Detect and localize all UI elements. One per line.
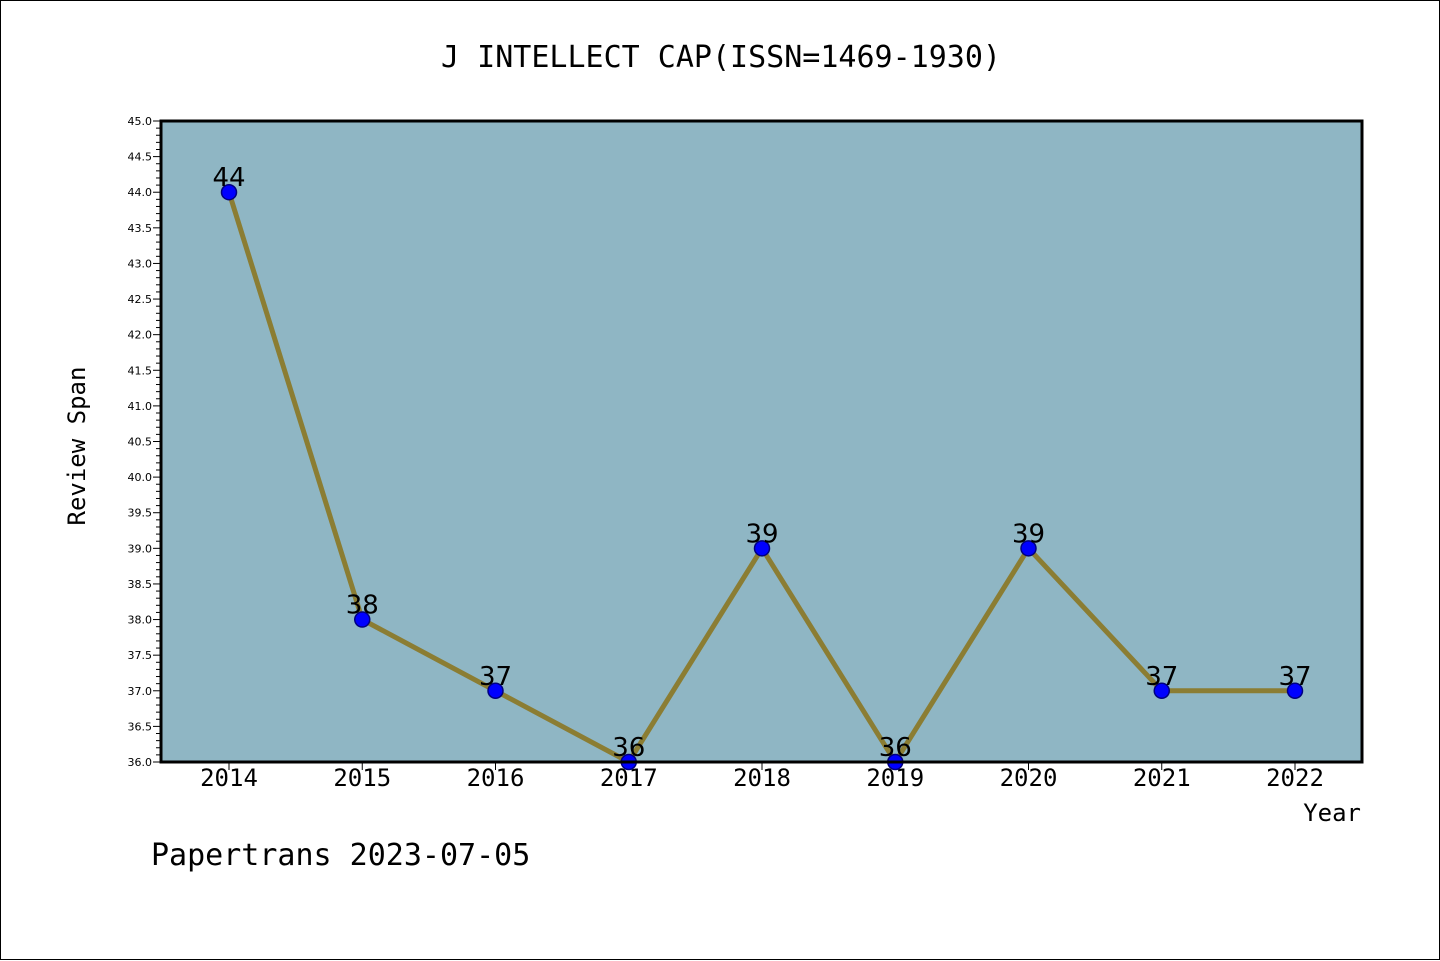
footer-date-note: Papertrans 2023-07-05 <box>151 838 530 873</box>
y-tick-label: 41.0 <box>128 400 153 413</box>
data-point-label: 37 <box>1145 662 1178 692</box>
plot-frame <box>159 119 1364 764</box>
data-points <box>220 183 1304 771</box>
data-point-marker <box>354 611 371 628</box>
data-point-label: 37 <box>1278 662 1311 692</box>
x-tick-label: 2015 <box>333 764 391 792</box>
y-tick-label: 40.5 <box>128 436 153 449</box>
y-tick-label: 36.0 <box>128 756 153 769</box>
data-point-label: 36 <box>612 733 645 763</box>
x-tick-label: 2014 <box>200 764 258 792</box>
data-point-marker <box>1020 540 1037 557</box>
data-point-label: 39 <box>1012 519 1045 549</box>
y-tick-label: 42.0 <box>128 329 153 342</box>
y-tick-label: 44.5 <box>128 151 153 164</box>
y-tick-label: 37.0 <box>128 685 153 698</box>
y-tick-label: 43.0 <box>128 257 153 270</box>
chart-title: J INTELLECT CAP(ISSN=1469-1930) <box>441 40 1001 75</box>
y-tick-label: 39.5 <box>128 507 153 520</box>
y-tick-label: 38.5 <box>128 578 153 591</box>
y-tick-label: 41.5 <box>128 364 153 377</box>
data-labels: 44 38 37 36 39 36 39 37 37 <box>212 163 1311 763</box>
data-point-marker <box>487 682 504 700</box>
x-tick-label: 2022 <box>1266 764 1324 792</box>
y-tick-label: 45.0 <box>128 115 153 128</box>
data-point-label: 39 <box>745 519 778 549</box>
data-point-label: 44 <box>212 163 245 193</box>
data-point-marker <box>1153 682 1170 700</box>
y-tick-label: 42.5 <box>128 293 153 306</box>
x-tick-label: 2018 <box>733 764 791 792</box>
plot-area <box>161 121 1362 762</box>
data-point-label: 37 <box>479 662 512 692</box>
x-axis-label: Year <box>1303 799 1361 827</box>
y-tick-label: 40.0 <box>128 471 153 484</box>
y-tick-label: 43.5 <box>128 222 153 235</box>
x-tick-label: 2016 <box>467 764 525 792</box>
y-tick-label: 44.0 <box>128 186 153 199</box>
x-axis: 2014 2015 2016 2017 2018 2019 2020 2021 2022 <box>200 762 1324 792</box>
data-point-label: 36 <box>879 733 912 763</box>
x-tick-label: 2021 <box>1133 764 1191 792</box>
y-tick-label: 38.0 <box>128 614 153 627</box>
data-point-marker <box>753 540 771 557</box>
data-point-marker <box>220 183 238 201</box>
y-tick-label: 37.5 <box>128 649 153 662</box>
data-point-marker <box>1286 682 1304 700</box>
data-point-label: 38 <box>346 591 379 621</box>
x-tick-label: 2020 <box>1000 764 1058 792</box>
y-tick-label: 36.5 <box>128 720 153 733</box>
y-axis: 36.0 36.5 37.0 37.5 38.0 38.5 39.0 39.5 40.0 40.5… <box>128 115 161 769</box>
y-tick-label: 39.0 <box>128 542 153 555</box>
y-axis-label: Review Span <box>63 367 91 526</box>
